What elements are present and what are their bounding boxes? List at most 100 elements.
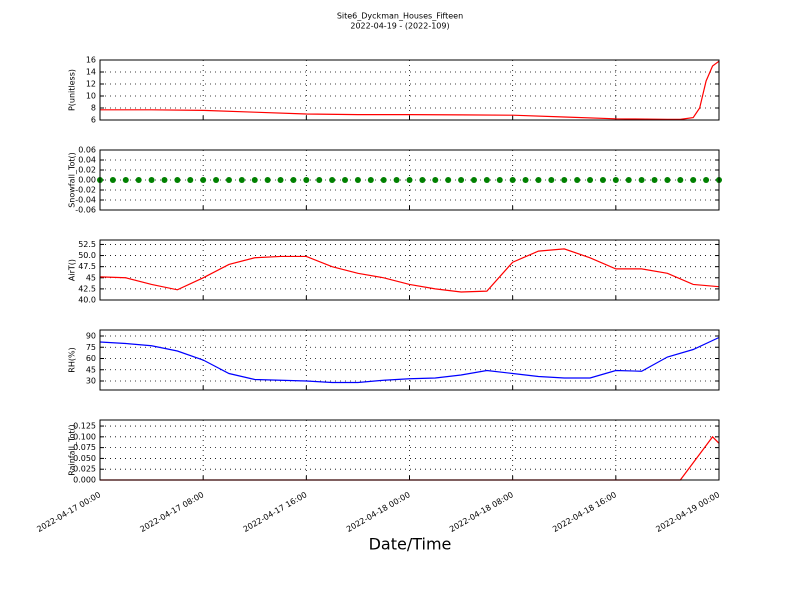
y-tick-label: 30	[86, 377, 96, 386]
y-tick-label: 0.06	[78, 146, 96, 155]
y-tick-label: 42.5	[78, 284, 96, 293]
data-point	[380, 177, 387, 183]
y-tick-label: 45	[86, 365, 96, 374]
data-point	[354, 177, 361, 183]
data-point	[316, 177, 323, 183]
data-point	[458, 177, 465, 183]
y-tick-label: 45	[86, 273, 96, 282]
data-point	[445, 177, 452, 183]
data-line	[99, 336, 720, 384]
data-point	[561, 177, 568, 183]
data-point	[496, 177, 503, 183]
plot-frame	[99, 149, 720, 211]
data-point	[548, 177, 555, 183]
data-point	[200, 177, 207, 183]
x-tick-label: 2022-04-17 16:00	[242, 490, 309, 534]
data-point	[432, 177, 439, 183]
y-tick-label: 60	[86, 354, 96, 363]
data-point	[342, 177, 349, 183]
data-point	[599, 177, 606, 183]
data-point	[535, 177, 542, 183]
y-tick-label: 0.025	[73, 465, 96, 474]
y-tick-label: 52.5	[78, 240, 96, 249]
data-point	[290, 177, 297, 183]
data-point	[225, 177, 232, 183]
data-point	[264, 177, 271, 183]
data-point	[303, 177, 310, 183]
y-axis-label: Snowfall_Tot()	[68, 152, 77, 208]
y-tick-label: 0.04	[78, 156, 96, 165]
y-tick-label: 0.075	[73, 443, 96, 452]
data-line	[100, 60, 720, 120]
y-tick-label: 0.100	[73, 432, 96, 441]
y-axis-label: AirT()	[68, 259, 77, 281]
y-tick-label: 0.050	[73, 454, 96, 463]
y-tick-label: 14	[86, 68, 96, 77]
x-axis-label: Date/Time	[369, 535, 452, 554]
plot-frame	[99, 59, 720, 121]
data-point	[367, 177, 374, 183]
data-point	[109, 177, 116, 183]
data-point	[574, 177, 581, 183]
y-axis-label: P(unitless)	[68, 69, 77, 111]
data-point	[148, 177, 155, 183]
plot-frame	[99, 239, 720, 301]
data-point	[213, 177, 220, 183]
data-point	[470, 177, 477, 183]
x-tick-label: 2022-04-18 08:00	[448, 490, 515, 534]
data-line	[100, 435, 720, 481]
y-tick-label: 0.125	[73, 422, 96, 431]
data-point	[393, 177, 400, 183]
data-point	[251, 177, 258, 183]
y-tick-label: 10	[86, 92, 96, 101]
x-tick-label: 2022-04-17 00:00	[35, 490, 102, 534]
data-point	[612, 177, 619, 183]
y-tick-label: 0.02	[78, 166, 96, 175]
y-tick-label: 16	[86, 56, 96, 65]
y-tick-label: -0.04	[75, 196, 96, 205]
data-point	[651, 177, 658, 183]
y-tick-label: 8	[91, 104, 96, 113]
data-point	[483, 177, 490, 183]
y-tick-label: 50.0	[78, 251, 96, 260]
data-point	[174, 177, 181, 183]
data-point	[135, 177, 142, 183]
data-point	[419, 177, 426, 183]
y-tick-label: 6	[91, 116, 96, 125]
data-point	[329, 177, 336, 183]
y-tick-label: 0.000	[73, 476, 96, 485]
plot-frame	[99, 329, 720, 391]
x-tick-label: 2022-04-18 00:00	[345, 490, 412, 534]
y-tick-label: 90	[86, 332, 96, 341]
data-point	[122, 177, 129, 183]
y-tick-label: 40.0	[78, 296, 96, 305]
y-tick-label: 75	[86, 343, 96, 352]
data-point	[161, 177, 168, 183]
data-point	[677, 177, 684, 183]
y-axis-label: RH(%)	[68, 347, 77, 372]
plot-frame	[99, 419, 720, 481]
data-point	[406, 177, 413, 183]
data-point	[522, 177, 529, 183]
data-point	[238, 177, 245, 183]
x-tick-label: 2022-04-18 16:00	[551, 490, 618, 534]
y-tick-label: 47.5	[78, 262, 96, 271]
y-tick-label: 0.00	[78, 176, 96, 185]
x-tick-label: 2022-04-19 00:00	[654, 490, 721, 534]
y-axis-label: Rainfall_Tot()	[68, 424, 77, 476]
y-tick-label: 12	[86, 80, 96, 89]
data-point	[664, 177, 671, 183]
data-point	[625, 177, 632, 183]
y-tick-label: -0.02	[75, 186, 96, 195]
data-line	[99, 248, 720, 293]
x-tick-label: 2022-04-17 08:00	[138, 490, 205, 534]
data-point	[587, 177, 594, 183]
data-point	[703, 177, 710, 183]
data-point	[690, 177, 697, 183]
y-tick-label: -0.06	[75, 206, 96, 215]
data-point	[509, 177, 516, 183]
chart-subtitle: 2022-04-19 - (2022-109)	[350, 22, 449, 31]
data-point	[638, 177, 645, 183]
chart-title: Site6_Dyckman_Houses_Fifteen	[337, 12, 463, 21]
